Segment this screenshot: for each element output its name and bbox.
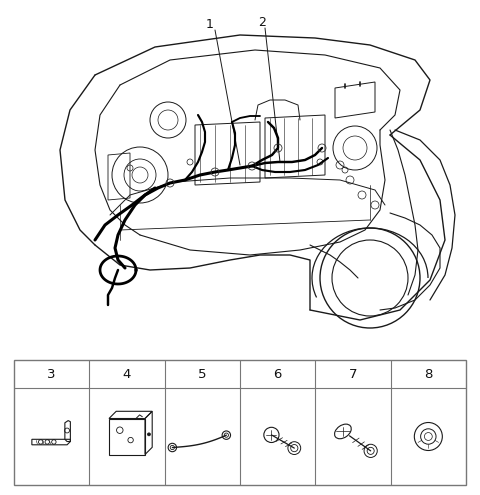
Circle shape: [147, 433, 150, 436]
Text: 2: 2: [258, 15, 266, 29]
Text: 6: 6: [274, 367, 282, 381]
Text: 7: 7: [349, 367, 357, 381]
Text: 1: 1: [206, 18, 214, 32]
Text: 4: 4: [123, 367, 131, 381]
Text: 3: 3: [48, 367, 56, 381]
Text: 5: 5: [198, 367, 206, 381]
Text: 8: 8: [424, 367, 432, 381]
